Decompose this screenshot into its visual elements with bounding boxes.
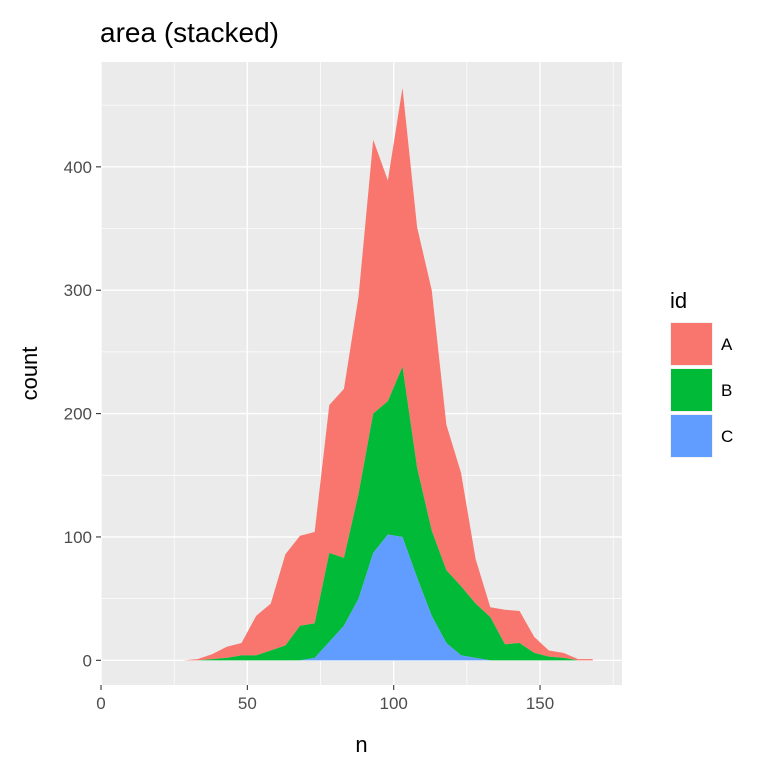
legend-swatch-B bbox=[671, 369, 712, 411]
y-tick-label: 100 bbox=[64, 528, 92, 547]
y-axis: 0 100 200 300 400 bbox=[64, 158, 101, 670]
area-series-B bbox=[182, 366, 593, 661]
y-tick-label: 400 bbox=[64, 158, 92, 177]
legend-label-A: A bbox=[721, 335, 733, 354]
chart-title: area (stacked) bbox=[100, 17, 279, 48]
y-tick-label: 200 bbox=[64, 405, 92, 424]
legend-label-B: B bbox=[721, 381, 732, 400]
x-tick-label: 50 bbox=[238, 694, 257, 713]
legend: id A B C bbox=[670, 288, 733, 458]
area-series-C bbox=[182, 534, 593, 661]
y-tick-label: 0 bbox=[83, 651, 92, 670]
legend-title: id bbox=[670, 288, 687, 313]
area-series-A bbox=[182, 87, 593, 661]
legend-swatch-A bbox=[671, 323, 712, 365]
legend-label-C: C bbox=[721, 427, 733, 446]
y-tick-label: 300 bbox=[64, 281, 92, 300]
x-axis-title: n bbox=[355, 732, 367, 757]
x-tick-label: 0 bbox=[96, 694, 105, 713]
x-axis: 0 50 100 150 bbox=[96, 685, 554, 713]
legend-swatch-C bbox=[671, 415, 712, 457]
stacked-areas bbox=[182, 87, 593, 661]
x-tick-label: 150 bbox=[526, 694, 554, 713]
y-axis-title: count bbox=[17, 347, 42, 401]
x-tick-label: 100 bbox=[380, 694, 408, 713]
